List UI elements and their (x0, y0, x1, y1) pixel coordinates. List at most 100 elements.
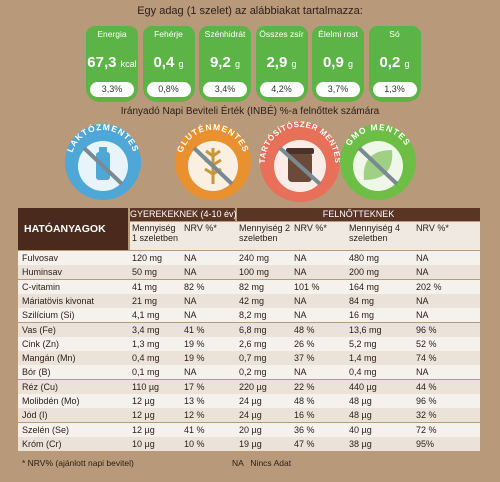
table-cell: 84 mg (349, 295, 375, 306)
badge-value: 2,9 (266, 54, 288, 71)
table-cell: 19 µg (239, 438, 262, 449)
table-cell: 101 % (294, 281, 320, 292)
table-row: Molibdén (Mo) 12 µg 13 % 24 µg 48 % 48 µg 96 % (18, 394, 480, 408)
column-header: NRV %* (184, 223, 217, 233)
row-name: Bór (B) (22, 367, 51, 378)
table-cell: 12 µg (132, 424, 155, 435)
icon-gluten: GLUTÉNMENTES (175, 122, 251, 200)
nutrient-badge: Élelmi rost 0,9 g 3,7% (312, 26, 364, 102)
nutrient-badge: Fehérje 0,4 g 0,8% (142, 26, 195, 102)
table-row: Mangán (Mn) 0,4 mg 19 % 0,7 mg 37 % 1,4 mg 74 … (18, 351, 480, 366)
badge-value-box: 2,9 g (256, 54, 308, 71)
table-cell: 6,8 mg (239, 324, 267, 335)
table-row: Fulvosav 120 mg NA 240 mg NA 480 mg NA (18, 251, 480, 265)
icon-preservative: TARTÓSÍTÓSZER MENTES (258, 120, 342, 202)
badge-label: Összes zsír (259, 29, 304, 39)
table-cell: 48 % (294, 324, 315, 335)
table-cell: 24 µg (239, 410, 262, 421)
table-cell: 36 % (294, 424, 315, 435)
table-cell: 4,1 mg (132, 310, 160, 321)
badge-percent: 1,3% (372, 82, 417, 97)
table-row: Bór (B) 0,1 mg NA 0,2 mg NA 0,4 mg NA (18, 365, 480, 380)
icon-lactose: LAKTÓZMENTES (65, 122, 141, 200)
column-header: Mennyiség 2 szeletben (239, 223, 291, 243)
table-cell: NA (294, 253, 307, 263)
table-row: Réz (Cu) 110 µg 17 % 220 µg 22 % 440 µg 44 % (18, 379, 480, 394)
table-cell: 48 % (294, 396, 315, 406)
column-header: NRV %* (416, 223, 449, 233)
table-cell: NA (416, 310, 429, 321)
table-cell: 0,4 mg (132, 353, 160, 364)
nutrient-badge: Összes zsír 2,9 g 4,2% (255, 26, 308, 102)
table-cell: 19 % (184, 353, 205, 364)
badge-value: 0,2 (379, 54, 401, 71)
table-cell: 48 µg (349, 410, 372, 421)
nutrient-badge: Só 0,2 g 1,3% (368, 26, 421, 102)
table-cell: 110 µg (132, 381, 160, 392)
table-cell: 22 % (294, 381, 315, 392)
table-cell: 41 % (184, 424, 205, 435)
badge-percent: 4,2% (259, 82, 304, 97)
table-cell: 164 mg (349, 281, 380, 292)
icon-gmo: GMO MENTES (340, 122, 416, 200)
table-cell: 44 % (416, 381, 437, 392)
table-cell: NA (416, 295, 429, 306)
table-cell: 16 % (294, 410, 315, 421)
row-name: Szelén (Se) (22, 424, 70, 435)
table-cell: 19 % (184, 338, 205, 349)
row-name: Jód (I) (22, 410, 48, 421)
badge-unit: g (235, 59, 241, 69)
nutrient-badge: Szénhidrát 9,2 g 3,4% (199, 26, 251, 102)
table-row: Máriatövis kivonat 21 mg NA 42 mg NA 84 mg NA (18, 293, 480, 308)
table-cell: 13,6 mg (349, 324, 382, 335)
table-cell: 50 mg (132, 267, 158, 278)
table-row: Króm (Cr) 10 µg 10 % 19 µg 47 % 38 µg 95% (18, 436, 480, 451)
badge-unit: g (291, 59, 297, 69)
group-bg (130, 208, 235, 221)
table-row: Vas (Fe) 3,4 mg 41 % 6,8 mg 48 % 13,6 mg 96 % (18, 322, 480, 337)
table-title-bg (18, 208, 128, 250)
group-header: GYEREKEKNEK (4-10 év) (130, 209, 237, 219)
table-cell: 0,1 mg (132, 367, 160, 378)
table-row: Huminsav 50 mg NA 100 mg NA 200 mg NA (18, 265, 480, 280)
row-name: Mangán (Mn) (22, 353, 76, 364)
na-note: NA Nincs Adat (232, 458, 292, 468)
table-cell: 20 µg (239, 424, 262, 435)
table-cell: NA (294, 367, 307, 378)
row-name: Molibdén (Mo) (22, 396, 80, 406)
table-cell: 120 mg (132, 253, 163, 263)
table-cell: 1,3 mg (132, 338, 160, 349)
table-cell: NA (294, 310, 307, 321)
table-cell: 5,2 mg (349, 338, 377, 349)
table-cell: 220 µg (239, 381, 267, 392)
serving-note: Egy adag (1 szelet) az alábbiakat tartal… (137, 5, 363, 17)
table-cell: 42 mg (239, 295, 265, 306)
badge-percent: 0,8% (146, 82, 191, 97)
table-cell: NA (416, 267, 429, 278)
table-cell: NA (416, 367, 429, 378)
subheader-bg (130, 222, 480, 250)
badge-percent: 3,3% (90, 82, 134, 97)
badge-label: Szénhidrát (204, 29, 246, 39)
table-cell: 3,4 mg (132, 324, 160, 335)
table-cell: NA (184, 367, 197, 378)
badge-label: Só (389, 29, 400, 39)
table-cell: 47 % (294, 438, 315, 449)
table-cell: 24 µg (239, 396, 262, 406)
table-cell: 41 mg (132, 281, 158, 292)
column-header: Mennyiség 4 szeletben (349, 223, 401, 243)
row-name: C-vitamin (22, 281, 61, 292)
table-cell: 0,2 mg (239, 367, 267, 378)
table-cell: NA (294, 267, 307, 278)
table-cell: 100 mg (239, 267, 270, 278)
table-cell: 13 % (184, 396, 205, 406)
table-title: HATÓANYAGOK (24, 223, 106, 235)
badge-label: Élelmi rost (318, 29, 358, 39)
table-cell: 37 % (294, 353, 315, 364)
badge-value: 9,2 (209, 54, 231, 71)
row-name: Szilícium (Si) (22, 310, 75, 321)
badge-value-box: 0,4 g (143, 54, 195, 71)
table-cell: 202 % (416, 281, 442, 292)
table-cell: 52 % (416, 338, 437, 349)
